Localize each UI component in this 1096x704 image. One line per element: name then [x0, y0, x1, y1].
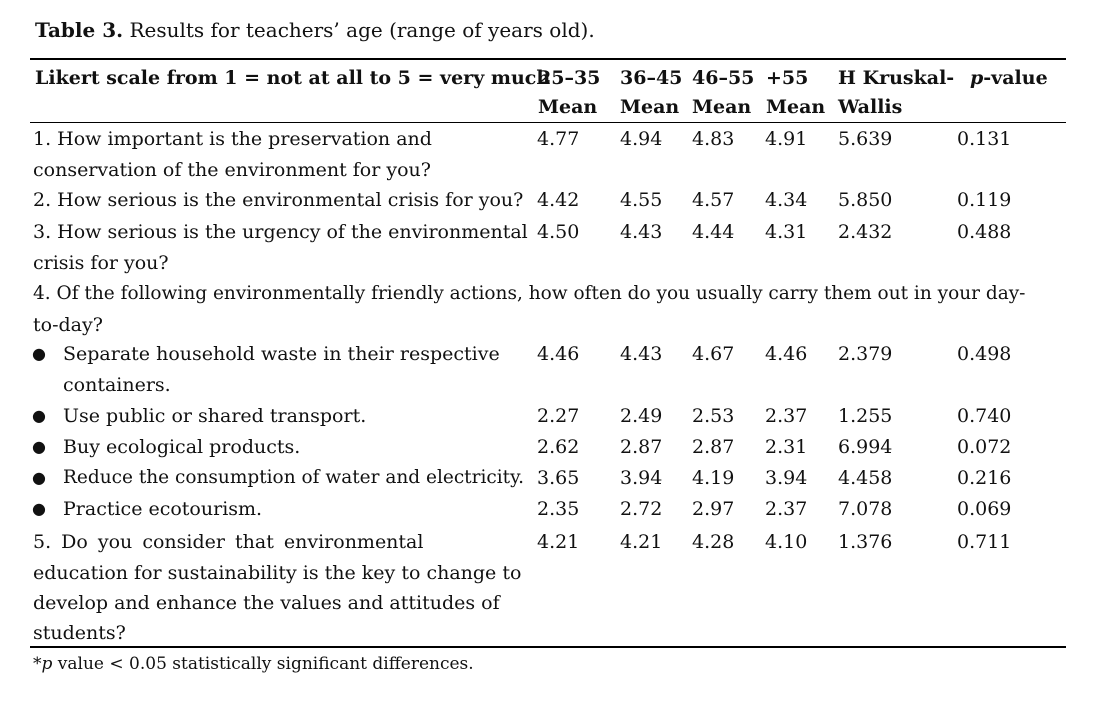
b4-mean-55-plus: 3.94 [765, 467, 808, 489]
b5-mean-46-55: 2.97 [692, 498, 735, 520]
q2-h: 5.850 [838, 189, 893, 211]
q5-p: 0.711 [957, 531, 1012, 553]
q5-mean-36-45: 4.21 [620, 531, 663, 553]
q2-p: 0.119 [957, 189, 1012, 211]
b1-mean-55-plus: 4.46 [765, 343, 808, 365]
q5-label-line2: education for sustainability is the key … [33, 562, 522, 584]
b5-p: 0.069 [957, 498, 1012, 520]
q1-label-line2: conservation of the environment for you? [33, 159, 431, 181]
b2-mean-25-35: 2.27 [537, 405, 580, 427]
q2-mean-55-plus: 4.34 [765, 189, 808, 211]
header-36-45: 36–45 [620, 67, 683, 89]
b4-mean-46-55: 4.19 [692, 467, 735, 489]
header-likert: Likert scale from 1 = not at all to 5 = … [35, 67, 551, 89]
b5-mean-25-35: 2.35 [537, 498, 580, 520]
bullet-2-dot: ● [32, 406, 46, 425]
q3-mean-46-55: 4.44 [692, 221, 735, 243]
q5-label-line4: students? [33, 622, 126, 644]
q3-label-line1: 3. How serious is the urgency of the env… [33, 221, 528, 243]
table-caption: Table 3. Results for teachers’ age (rang… [35, 18, 595, 42]
caption-text: Results for teachers’ age (range of year… [129, 18, 595, 42]
b1-mean-46-55: 4.67 [692, 343, 735, 365]
header-mean-1: Mean [538, 96, 598, 118]
b4-mean-36-45: 3.94 [620, 467, 663, 489]
header-46-55: 46–55 [692, 67, 755, 89]
q1-mean-36-45: 4.94 [620, 128, 663, 150]
b1-mean-25-35: 4.46 [537, 343, 580, 365]
header-p-value: p-value [970, 67, 1048, 89]
b4-h: 4.458 [838, 467, 893, 489]
q5-h: 1.376 [838, 531, 893, 553]
bullet-5-dot: ● [32, 499, 46, 518]
top-rule [30, 58, 1066, 60]
b1-label-line2: containers. [63, 374, 171, 396]
q3-mean-36-45: 4.43 [620, 221, 663, 243]
q2-label-line1: 2. How serious is the environmental cris… [33, 189, 524, 211]
q5-label-line1: 5. Do you consider that environmental [33, 531, 424, 553]
q3-h: 2.432 [838, 221, 893, 243]
header-h-kruskal: H Kruskal- [838, 67, 955, 89]
b2-label-line1: Use public or shared transport. [63, 405, 367, 427]
q1-mean-55-plus: 4.91 [765, 128, 808, 150]
bullet-3-dot: ● [32, 437, 46, 456]
b1-mean-36-45: 4.43 [620, 343, 663, 365]
bullet-4-dot: ● [32, 468, 46, 487]
b5-mean-36-45: 2.72 [620, 498, 663, 520]
bottom-rule [30, 646, 1066, 648]
b3-mean-55-plus: 2.31 [765, 436, 808, 458]
b4-p: 0.216 [957, 467, 1012, 489]
q3-p: 0.488 [957, 221, 1012, 243]
q3-label-line2: crisis for you? [33, 252, 169, 274]
header-mean-2: Mean [620, 96, 680, 118]
b3-h: 6.994 [838, 436, 893, 458]
b5-mean-55-plus: 2.37 [765, 498, 808, 520]
table-footnote: *p value < 0.05 statistically significan… [33, 654, 474, 674]
b5-h: 7.078 [838, 498, 893, 520]
q5-label-line3: develop and enhance the values and attit… [33, 592, 500, 614]
q1-p: 0.131 [957, 128, 1012, 150]
header-25-35: 25–35 [538, 67, 601, 89]
b2-mean-46-55: 2.53 [692, 405, 735, 427]
header-mean-3: Mean [692, 96, 752, 118]
q2-mean-36-45: 4.55 [620, 189, 663, 211]
q3-mean-25-35: 4.50 [537, 221, 580, 243]
q4-label-line2: to-day? [33, 314, 103, 336]
b2-p: 0.740 [957, 405, 1012, 427]
b4-mean-25-35: 3.65 [537, 467, 580, 489]
q1-h: 5.639 [838, 128, 893, 150]
b1-label-line1: Separate household waste in their respec… [63, 343, 500, 365]
b3-label-line1: Buy ecological products. [63, 436, 301, 458]
q4-label-line1: 4. Of the following environmentally frie… [33, 283, 1026, 304]
q5-mean-46-55: 4.28 [692, 531, 735, 553]
b5-label-line1: Practice ecotourism. [63, 498, 263, 520]
bullet-1-dot: ● [32, 344, 46, 363]
q1-label-line1: 1. How important is the preservation and [33, 128, 432, 150]
q2-mean-46-55: 4.57 [692, 189, 735, 211]
b4-label-line1: Reduce the consumption of water and elec… [63, 467, 524, 488]
b3-mean-36-45: 2.87 [620, 436, 663, 458]
caption-lead: Table 3. [35, 18, 124, 42]
b3-p: 0.072 [957, 436, 1012, 458]
q1-mean-46-55: 4.83 [692, 128, 735, 150]
q3-mean-55-plus: 4.31 [765, 221, 808, 243]
header-55-plus: +55 [766, 67, 809, 89]
b2-mean-36-45: 2.49 [620, 405, 663, 427]
header-rule [30, 122, 1066, 123]
q1-mean-25-35: 4.77 [537, 128, 580, 150]
q5-mean-25-35: 4.21 [537, 531, 580, 553]
q2-mean-25-35: 4.42 [537, 189, 580, 211]
b1-h: 2.379 [838, 343, 893, 365]
b1-p: 0.498 [957, 343, 1012, 365]
header-mean-4: Mean [766, 96, 826, 118]
b2-mean-55-plus: 2.37 [765, 405, 808, 427]
b3-mean-46-55: 2.87 [692, 436, 735, 458]
b2-h: 1.255 [838, 405, 893, 427]
b3-mean-25-35: 2.62 [537, 436, 580, 458]
header-wallis: Wallis [838, 96, 903, 118]
q5-mean-55-plus: 4.10 [765, 531, 808, 553]
